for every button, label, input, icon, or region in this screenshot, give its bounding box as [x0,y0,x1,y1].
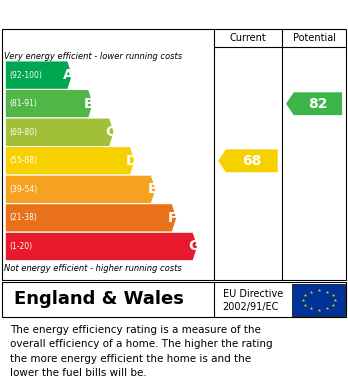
Polygon shape [5,175,156,204]
Text: Very energy efficient - lower running costs: Very energy efficient - lower running co… [4,52,182,61]
Text: (81-91): (81-91) [10,99,38,108]
Text: 68: 68 [242,154,261,168]
Text: (55-68): (55-68) [10,156,38,165]
Text: EU Directive: EU Directive [223,289,283,299]
Text: (39-54): (39-54) [10,185,38,194]
Text: England & Wales: England & Wales [14,290,184,308]
Bar [292,284,345,316]
Text: Not energy efficient - higher running costs: Not energy efficient - higher running co… [4,264,182,273]
Text: F: F [168,211,178,225]
Polygon shape [5,147,135,175]
Text: The energy efficiency rating is a measure of the
overall efficiency of a home. T: The energy efficiency rating is a measur… [10,325,273,378]
Polygon shape [5,90,93,118]
Text: A: A [63,68,74,82]
Text: 82: 82 [308,97,328,111]
Polygon shape [5,204,177,232]
Polygon shape [5,61,72,90]
Text: (92-100): (92-100) [10,71,42,80]
Text: (21-38): (21-38) [10,213,38,222]
Text: D: D [125,154,137,168]
Text: E: E [147,182,157,196]
Text: Potential: Potential [293,33,335,43]
Text: C: C [105,125,116,139]
Polygon shape [218,149,278,172]
Text: (69-80): (69-80) [10,128,38,137]
Polygon shape [286,92,342,115]
Polygon shape [5,232,198,261]
Text: G: G [188,239,199,253]
Text: 2002/91/EC: 2002/91/EC [223,302,279,312]
Text: (1-20): (1-20) [10,242,33,251]
Text: Energy Efficiency Rating: Energy Efficiency Rating [69,7,279,22]
Polygon shape [5,118,114,147]
Text: B: B [84,97,95,111]
Text: Current: Current [230,33,266,43]
